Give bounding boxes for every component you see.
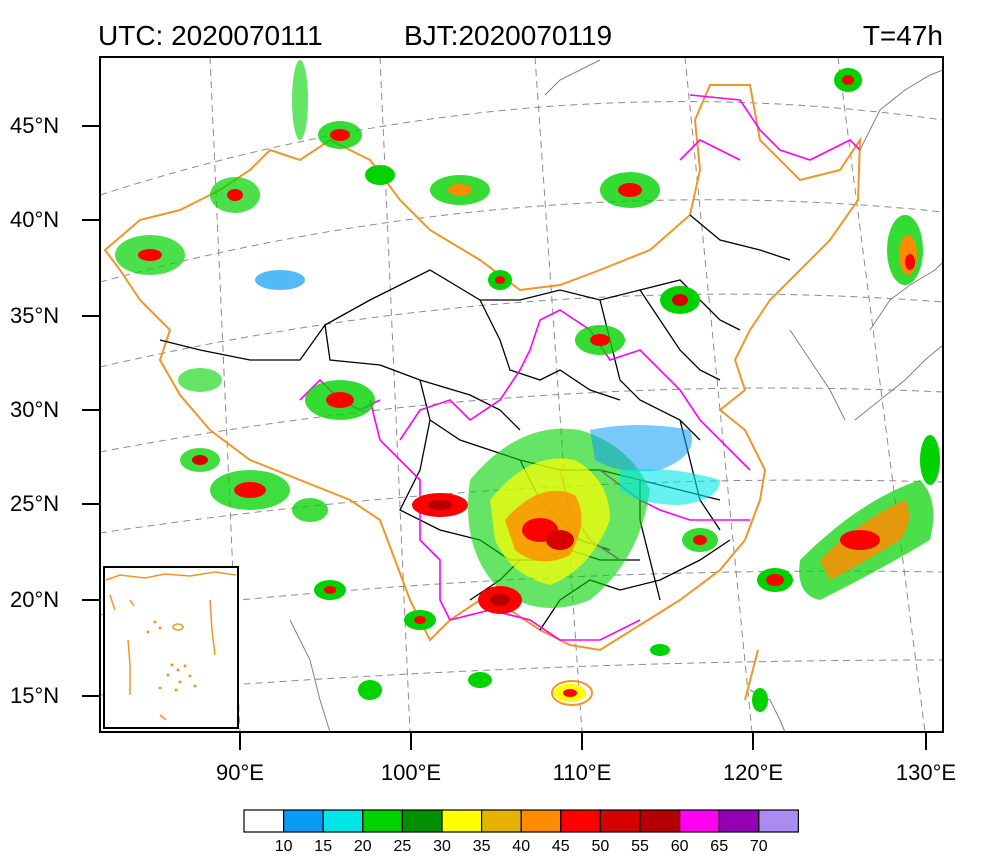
legend-label-60: 60	[670, 838, 689, 855]
south-china-sea-inset	[103, 566, 239, 729]
lon-label-110: 110°E	[552, 760, 612, 785]
legend-label-10: 10	[274, 838, 293, 855]
legend-label-65: 65	[710, 838, 729, 855]
lon-label-120: 120°E	[722, 760, 784, 785]
legend-label-45: 45	[551, 838, 570, 855]
lat-label-25: 25°N	[10, 491, 60, 516]
legend-label-50: 50	[591, 838, 610, 855]
coastline	[289, 59, 943, 732]
axis-ticks	[82, 125, 927, 750]
legend-label-35: 35	[472, 838, 491, 855]
forecast-hour-label: T=47h	[862, 20, 943, 51]
legend-label-70: 70	[749, 838, 768, 855]
lon-label-90: 90°E	[216, 760, 264, 785]
legend-label-30: 30	[433, 838, 451, 855]
lat-label-35: 35°N	[10, 303, 60, 328]
map-frame	[99, 56, 944, 733]
lon-label-100: 100°E	[380, 760, 442, 785]
legend-label-20: 20	[353, 838, 372, 855]
lat-label-15: 15°N	[10, 683, 60, 708]
hainan-outline	[551, 680, 593, 706]
legend-label-40: 40	[512, 838, 531, 855]
bjt-time-label: BJT:2020070119	[404, 20, 613, 51]
national-border	[103, 84, 862, 652]
lat-label-20: 20°N	[10, 587, 60, 612]
radar-echoes	[115, 60, 940, 712]
legend-label-55: 55	[631, 838, 649, 855]
legend-label-15: 15	[314, 838, 333, 855]
lon-label-130: 130°E	[895, 760, 957, 785]
lat-label-40: 40°N	[10, 207, 60, 232]
utc-time-label: UTC: 2020070111	[98, 20, 323, 51]
lat-label-45: 45°N	[10, 113, 60, 138]
taiwan-outline	[744, 649, 759, 701]
lat-label-30: 30°N	[10, 397, 60, 422]
map-background	[100, 57, 943, 732]
legend-label-25: 25	[393, 838, 412, 855]
